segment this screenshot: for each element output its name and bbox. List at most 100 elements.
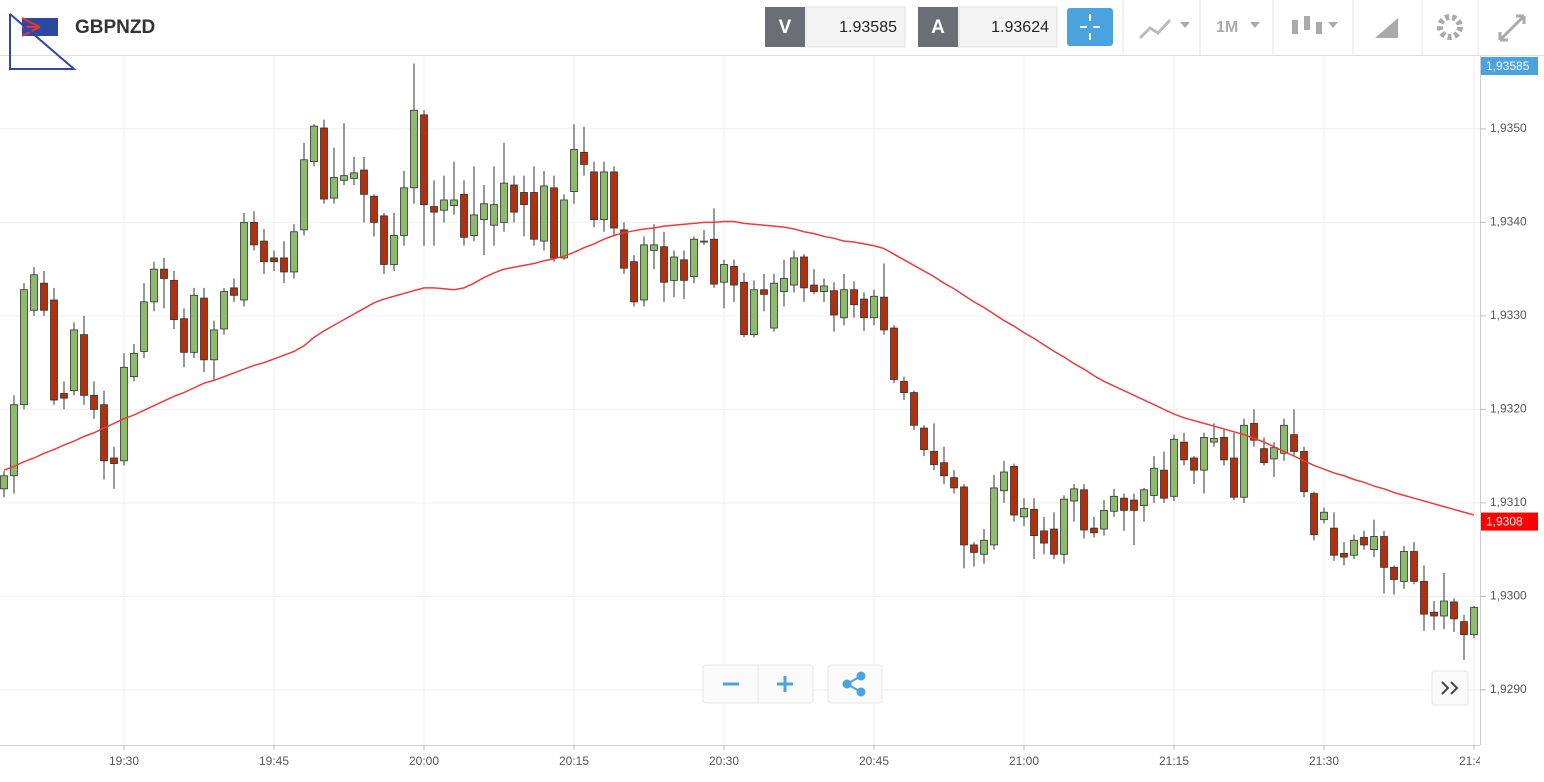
scroll-right[interactable] bbox=[1441, 681, 1459, 695]
ask-price: 1.93624 bbox=[991, 19, 1049, 36]
x-tick-label: 19:45 bbox=[259, 754, 289, 768]
y-tick-label: 1,9310 bbox=[1490, 495, 1527, 509]
candle-body bbox=[1180, 441, 1188, 461]
crosshair-button[interactable] bbox=[1067, 8, 1113, 46]
x-tick-label: 20:00 bbox=[409, 754, 439, 768]
candle-body bbox=[1050, 528, 1058, 555]
share-box bbox=[827, 664, 883, 704]
bid-button[interactable] bbox=[765, 7, 805, 47]
candle-body bbox=[770, 282, 778, 329]
timeframe[interactable]: 1M bbox=[1216, 19, 1238, 36]
settings-icon[interactable] bbox=[1437, 14, 1463, 40]
candle-body bbox=[900, 380, 908, 393]
candle-body bbox=[830, 290, 838, 316]
candle-body bbox=[670, 256, 678, 281]
draw-icon[interactable] bbox=[1375, 18, 1398, 38]
chart-type-icon[interactable] bbox=[1138, 18, 1172, 40]
candle-body bbox=[1170, 438, 1178, 497]
x-tick-label: 20:30 bbox=[709, 754, 739, 768]
candle-body bbox=[110, 457, 118, 465]
candle-body bbox=[1380, 536, 1388, 568]
candle-body bbox=[290, 231, 298, 273]
candle-body bbox=[1240, 424, 1248, 498]
candle-body bbox=[1280, 424, 1288, 454]
candle-body bbox=[790, 257, 798, 286]
y-tick-label: 1,9290 bbox=[1490, 682, 1527, 696]
candle-body bbox=[10, 404, 18, 477]
candle-body bbox=[1310, 493, 1318, 536]
candle-body bbox=[1230, 457, 1238, 498]
top-bar: GBPNZD V 1.93585 A 1.93624 1M bbox=[0, 0, 1544, 70]
candle-body bbox=[500, 182, 508, 223]
x-tick-label: 19:30 bbox=[109, 754, 139, 768]
candle-body bbox=[1460, 621, 1468, 636]
candle-body bbox=[240, 222, 248, 301]
dividers bbox=[1122, 0, 1479, 55]
candle-body bbox=[1220, 437, 1228, 461]
candle-body bbox=[190, 294, 198, 353]
candle-body bbox=[370, 195, 378, 223]
candle-body bbox=[690, 238, 698, 278]
x-tick-label: 21:45 bbox=[1459, 754, 1489, 768]
candle-body bbox=[700, 240, 708, 243]
share-icon[interactable] bbox=[842, 671, 866, 697]
candle-body bbox=[1430, 611, 1438, 617]
candle-body bbox=[450, 199, 458, 206]
zoom-in[interactable] bbox=[777, 676, 793, 692]
zoom-controls bbox=[702, 664, 1469, 706]
candle-body bbox=[650, 244, 658, 251]
x-tick-label: 20:15 bbox=[559, 754, 589, 768]
candle-body bbox=[540, 185, 548, 242]
candle-body bbox=[430, 206, 438, 213]
price-badge bbox=[1481, 57, 1538, 75]
fullscreen-icon[interactable] bbox=[1498, 14, 1526, 42]
candle-body bbox=[260, 240, 268, 263]
scroll-box bbox=[1431, 670, 1469, 706]
candle-body bbox=[930, 451, 938, 465]
candle-body bbox=[590, 171, 598, 221]
candle-body bbox=[80, 334, 88, 396]
candle-body bbox=[210, 329, 218, 361]
candle-body bbox=[970, 544, 978, 553]
candle-body bbox=[1100, 509, 1108, 530]
candle-body bbox=[640, 244, 648, 301]
candle-icon[interactable] bbox=[1292, 16, 1322, 34]
candle-body bbox=[950, 477, 958, 489]
candle-body bbox=[1010, 466, 1018, 516]
candle-body bbox=[1110, 495, 1118, 512]
candle-body bbox=[750, 289, 758, 335]
candle-body bbox=[300, 159, 308, 231]
candle-body bbox=[60, 393, 68, 399]
candle-body bbox=[150, 268, 158, 303]
candle-body bbox=[510, 184, 518, 213]
y-tick-label: 1,9320 bbox=[1490, 402, 1527, 416]
y-tick-label: 1,9350 bbox=[1490, 121, 1527, 135]
x-tick-label: 21:30 bbox=[1309, 754, 1339, 768]
dropdown-arrow bbox=[1180, 22, 1190, 28]
candle-body bbox=[1450, 601, 1458, 620]
candle-body bbox=[1360, 537, 1368, 546]
candle-body bbox=[980, 539, 988, 555]
candle-body bbox=[30, 274, 38, 311]
candle-body bbox=[320, 127, 328, 200]
candle-body bbox=[1440, 600, 1448, 617]
candle-body bbox=[1320, 511, 1328, 521]
crosshair-icon bbox=[1080, 14, 1100, 40]
candle-body bbox=[940, 462, 948, 477]
candle-body bbox=[1260, 448, 1268, 464]
candle-body bbox=[1410, 551, 1418, 582]
candle-body bbox=[1340, 552, 1348, 558]
candle-body bbox=[1290, 434, 1298, 452]
candle-body bbox=[600, 171, 608, 221]
ask-button[interactable] bbox=[918, 7, 958, 47]
candle-body bbox=[680, 259, 688, 281]
candle-body bbox=[1470, 607, 1478, 636]
plot: 19:30 19:45 20:00 20:15 20:30 20:45 21:00 21:15… bbox=[0, 56, 1489, 768]
candle-body bbox=[810, 284, 818, 292]
x-tick-label: 20:45 bbox=[859, 754, 889, 768]
candle-body bbox=[310, 125, 318, 163]
x-tick-label: 21:00 bbox=[1009, 754, 1039, 768]
candle-body bbox=[1070, 488, 1078, 502]
candle-body bbox=[620, 229, 628, 269]
